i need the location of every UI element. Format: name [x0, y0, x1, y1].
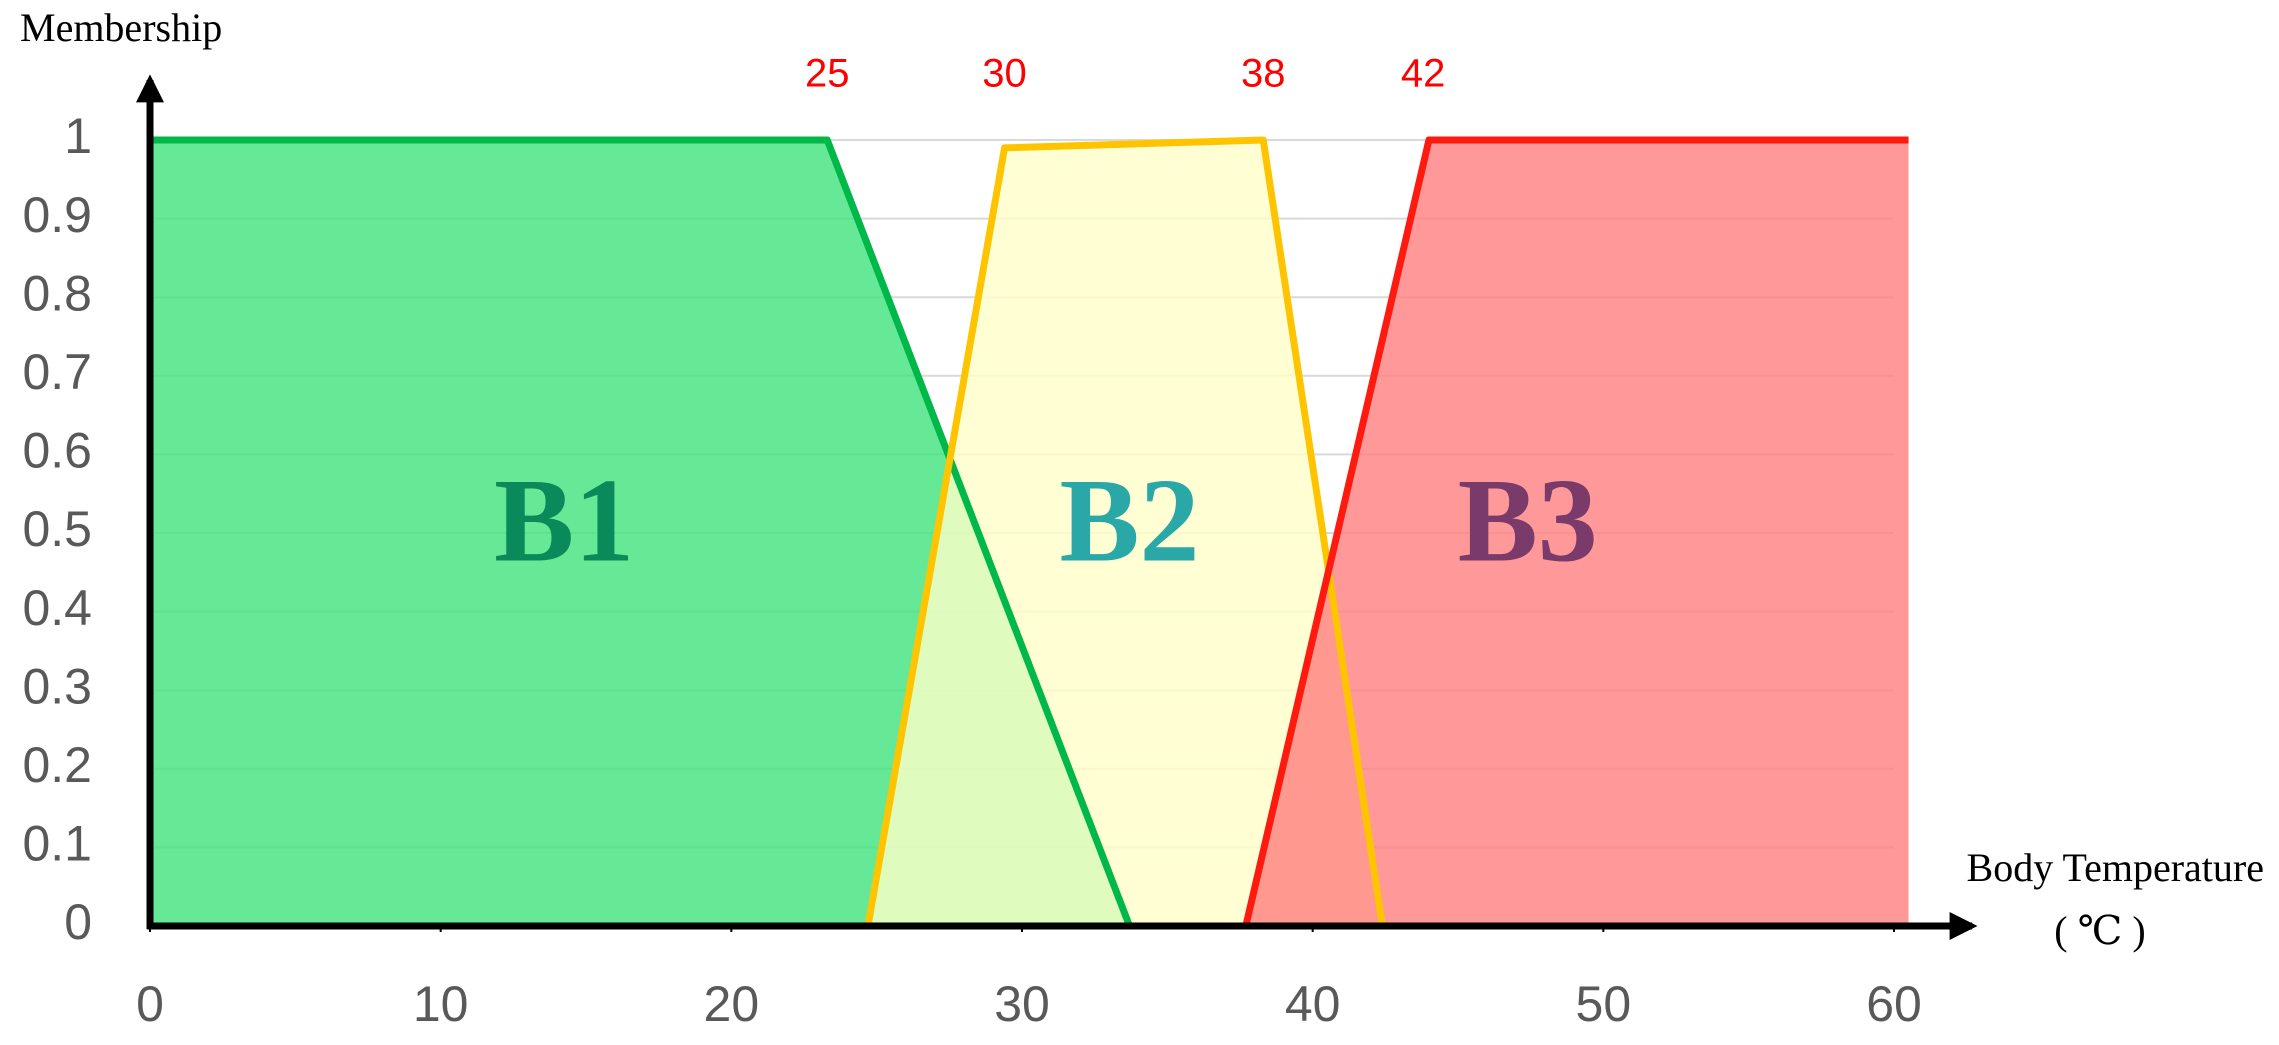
x-tick-label: 20 — [704, 976, 760, 1032]
y-tick-label: 0.4 — [22, 580, 92, 636]
y-tick-label: 0 — [64, 894, 92, 950]
annotation: 25 — [805, 52, 850, 96]
x-tick-label: 40 — [1285, 976, 1341, 1032]
x-tick-label: 10 — [413, 976, 469, 1032]
x-tick-label: 0 — [136, 976, 164, 1032]
area-line — [1242, 136, 1909, 927]
y-tick-label: 0.1 — [22, 816, 92, 872]
area-fill — [150, 140, 1130, 926]
area-line — [864, 136, 1386, 927]
series-label: B1 — [494, 454, 634, 587]
y-tick-label: 0.2 — [22, 737, 92, 793]
area-fill — [1245, 140, 1909, 926]
y-tick-label: 0.6 — [22, 423, 92, 479]
annotation: 42 — [1401, 52, 1446, 96]
area-fill — [867, 140, 1383, 926]
x-axis-label: Body Temperature — [1967, 845, 2264, 890]
y-tick-label: 0.5 — [22, 501, 92, 557]
x-tick-label: 30 — [994, 976, 1050, 1032]
series-label: B3 — [1458, 454, 1598, 587]
annotation: 30 — [982, 52, 1027, 96]
x-tick-label: 60 — [1866, 976, 1922, 1032]
series-label: B2 — [1060, 454, 1200, 587]
y-axis-label: Membership — [20, 5, 222, 50]
y-tick-label: 0.9 — [22, 187, 92, 243]
x-axis-unit: ( ℃ ) — [2054, 908, 2145, 953]
x-tick-label: 50 — [1576, 976, 1632, 1032]
y-tick-label: 0.7 — [22, 344, 92, 400]
annotation: 38 — [1241, 52, 1286, 96]
y-tick-label: 0.8 — [22, 265, 92, 321]
y-tick-label: 0.3 — [22, 658, 92, 714]
y-tick-label: 1 — [64, 108, 92, 164]
